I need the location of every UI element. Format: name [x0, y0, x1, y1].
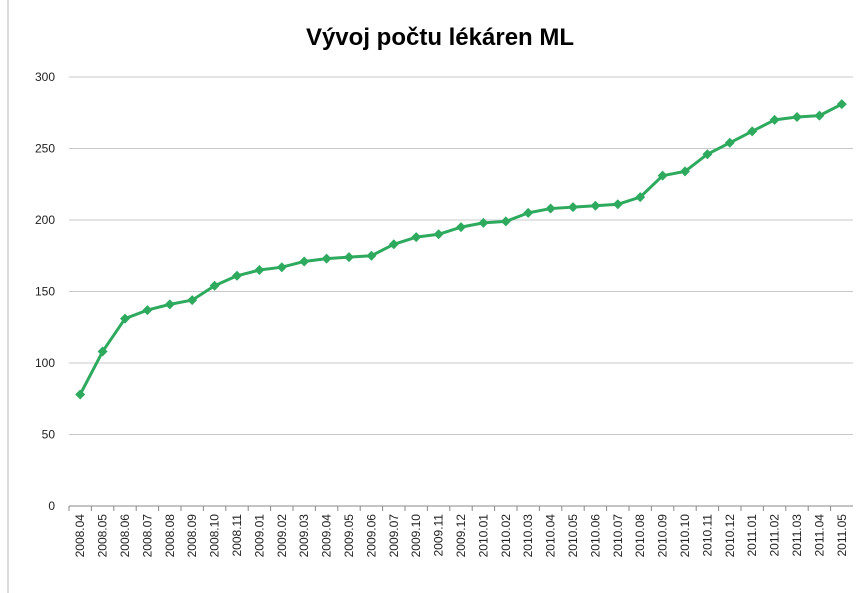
- x-tick-label: 2008.10: [208, 514, 222, 558]
- x-tick-label: 2008.09: [185, 514, 199, 558]
- marker: [187, 295, 198, 306]
- x-tick-label: 2011.04: [812, 514, 826, 557]
- marker: [635, 192, 646, 203]
- x-tick-label: 2009.02: [275, 514, 289, 558]
- x-tick-label: 2010.04: [544, 514, 558, 558]
- marker: [702, 149, 713, 160]
- marker: [433, 229, 444, 240]
- y-tick-label: 300: [35, 70, 55, 84]
- marker: [97, 346, 108, 357]
- x-tick-label: 2010.09: [656, 514, 670, 558]
- marker: [276, 262, 287, 273]
- x-tick-label: 2010.05: [566, 514, 580, 558]
- marker: [590, 200, 601, 211]
- marker: [523, 207, 534, 218]
- marker: [321, 253, 332, 264]
- y-tick-label: 250: [35, 142, 55, 156]
- marker: [456, 222, 466, 233]
- marker: [75, 389, 86, 400]
- marker: [232, 270, 242, 281]
- y-tick-label: 150: [35, 285, 55, 299]
- y-tick-label: 0: [48, 499, 55, 513]
- x-tick-label: 2010.10: [678, 514, 692, 558]
- x-tick-label: 2010.06: [588, 514, 602, 558]
- marker: [545, 203, 556, 214]
- x-tick-label: 2011.03: [790, 514, 804, 557]
- x-tick-label: 2009.03: [297, 514, 311, 558]
- marker: [836, 99, 847, 110]
- marker: [142, 305, 153, 316]
- marker: [769, 114, 780, 125]
- marker: [612, 199, 623, 210]
- marker: [411, 232, 422, 243]
- x-tick-label: 2010.01: [476, 514, 490, 558]
- marker: [366, 250, 377, 261]
- y-tick-label: 50: [42, 428, 56, 442]
- marker: [388, 239, 399, 250]
- x-tick-label: 2008.11: [230, 514, 244, 557]
- x-tick-label: 2009.10: [409, 514, 423, 558]
- marker: [164, 299, 175, 310]
- x-tick-label: 2010.02: [499, 514, 513, 558]
- x-tick-label: 2008.04: [73, 514, 87, 558]
- x-tick-label: 2009.11: [432, 514, 446, 557]
- x-tick-label: 2009.05: [342, 514, 356, 558]
- marker: [500, 216, 511, 227]
- x-tick-label: 2010.07: [611, 514, 625, 558]
- x-tick-label: 2010.03: [521, 514, 535, 558]
- x-tick-label: 2011.02: [768, 514, 782, 557]
- x-tick-label: 2010.12: [723, 514, 737, 558]
- x-tick-label: 2009.12: [454, 514, 468, 558]
- x-tick-label: 2008.06: [118, 514, 132, 558]
- marker: [747, 126, 758, 137]
- x-tick-label: 2009.06: [364, 514, 378, 558]
- marker: [254, 265, 265, 276]
- x-tick-label: 2010.08: [633, 514, 647, 558]
- marker: [792, 112, 802, 123]
- y-tick-label: 200: [35, 213, 55, 227]
- marker: [299, 256, 310, 267]
- marker: [680, 166, 690, 177]
- chart-title: Vývoj počtu lékáren ML: [306, 24, 574, 51]
- x-tick-label: 2011.05: [835, 514, 849, 557]
- x-tick-label: 2011.01: [745, 514, 759, 557]
- marker: [814, 110, 825, 121]
- x-tick-label: 2009.01: [252, 514, 266, 558]
- x-tick-label: 2008.05: [96, 514, 110, 558]
- x-tick-label: 2009.07: [387, 514, 401, 558]
- x-tick-label: 2008.07: [140, 514, 154, 558]
- x-tick-label: 2010.11: [700, 514, 714, 557]
- marker: [568, 202, 578, 213]
- y-tick-label: 100: [35, 356, 55, 370]
- marker: [657, 170, 668, 181]
- x-tick-label: 2008.08: [163, 514, 177, 558]
- marker: [344, 252, 354, 263]
- marker: [478, 217, 489, 228]
- marker: [209, 280, 220, 291]
- marker: [120, 313, 130, 324]
- x-tick-label: 2009.04: [320, 514, 334, 558]
- marker: [724, 137, 735, 148]
